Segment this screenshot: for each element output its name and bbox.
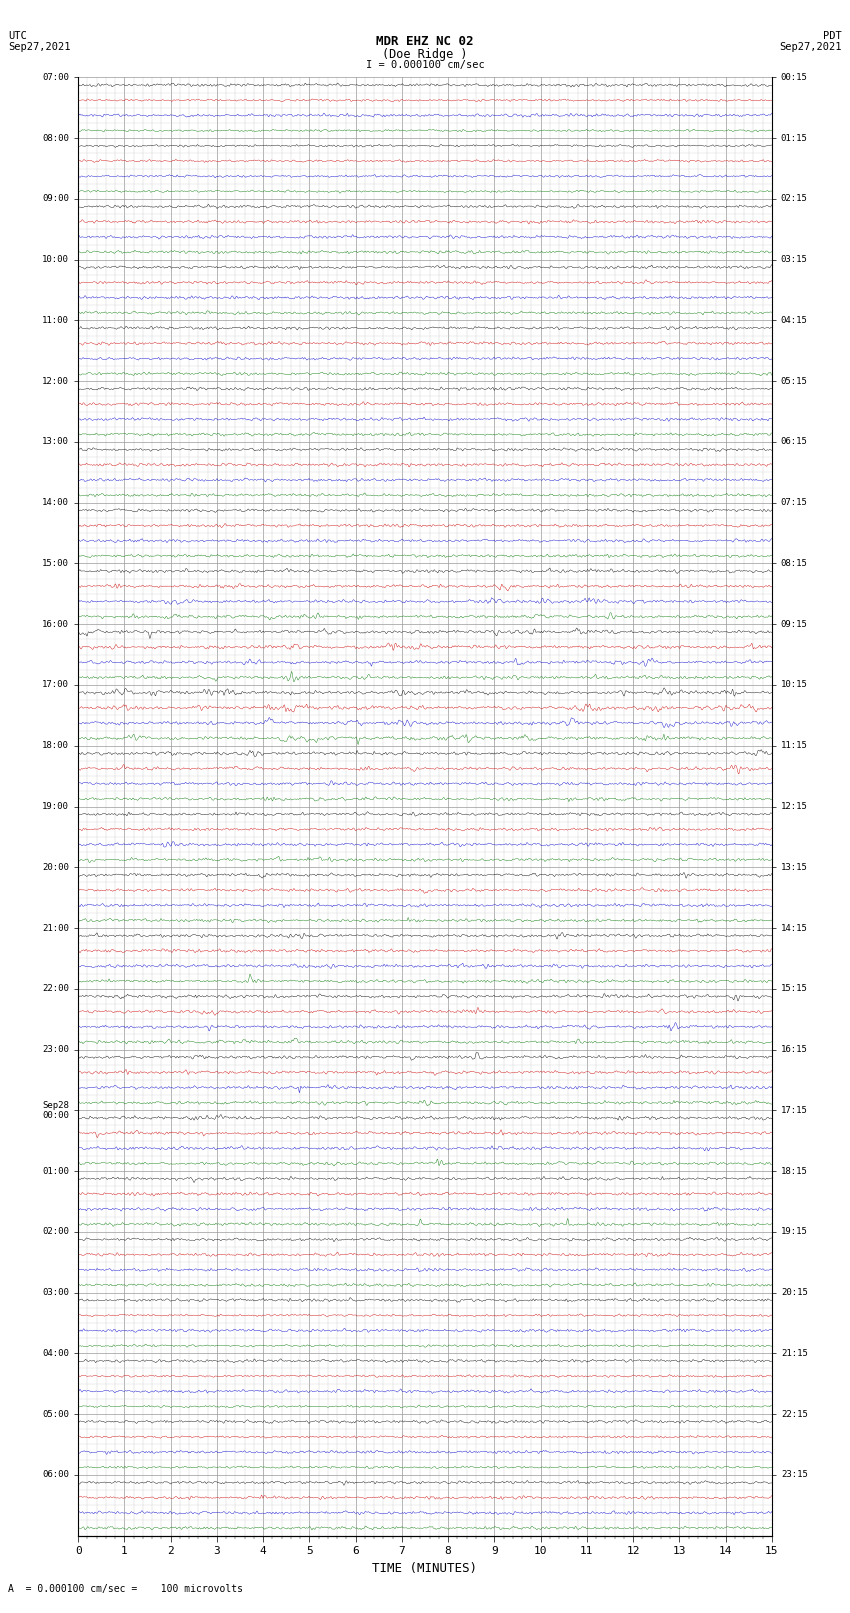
X-axis label: TIME (MINUTES): TIME (MINUTES) — [372, 1561, 478, 1574]
Text: PDT: PDT — [823, 31, 842, 40]
Text: Sep27,2021: Sep27,2021 — [8, 42, 71, 52]
Text: I = 0.000100 cm/sec: I = 0.000100 cm/sec — [366, 60, 484, 69]
Text: Sep27,2021: Sep27,2021 — [779, 42, 842, 52]
Text: MDR EHZ NC 02: MDR EHZ NC 02 — [377, 35, 473, 48]
Text: UTC: UTC — [8, 31, 27, 40]
Text: A  = 0.000100 cm/sec =    100 microvolts: A = 0.000100 cm/sec = 100 microvolts — [8, 1584, 243, 1594]
Text: (Doe Ridge ): (Doe Ridge ) — [382, 48, 468, 61]
